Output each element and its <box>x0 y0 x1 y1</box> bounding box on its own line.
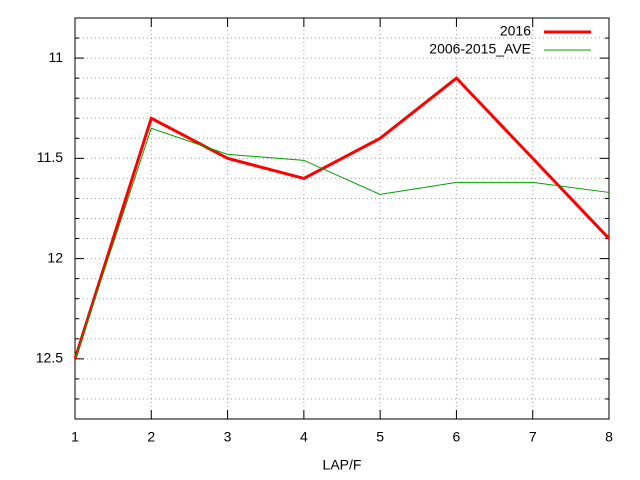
x-tick-label: 6 <box>453 429 461 445</box>
y-tick-label: 12.5 <box>36 350 63 366</box>
plot-frame <box>74 17 610 420</box>
series-line <box>73 76 611 360</box>
series-line <box>74 127 610 360</box>
x-tick-label: 2 <box>147 429 155 445</box>
x-axis-label: LAP/F <box>323 457 362 473</box>
x-tick-label: 8 <box>605 429 613 445</box>
legend-label: 2006-2015_AVE <box>429 41 531 57</box>
y-tick-label: 12 <box>47 249 63 265</box>
x-tick-label: 4 <box>300 429 308 445</box>
legend-label: 2016 <box>500 23 531 39</box>
x-tick-label: 3 <box>224 429 232 445</box>
y-tick-label: 11 <box>48 49 63 65</box>
y-tick-label: 11.5 <box>37 149 63 165</box>
x-tick-label: 7 <box>529 429 537 445</box>
x-tick-label: 5 <box>376 429 384 445</box>
x-tick-label: 1 <box>71 429 79 445</box>
